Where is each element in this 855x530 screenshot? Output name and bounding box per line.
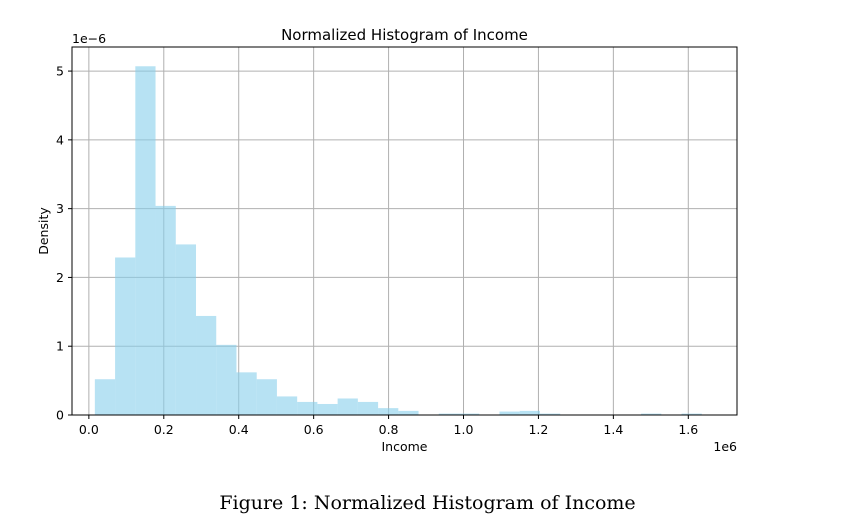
histogram-chart: 0.0 0.2 0.4 0.6 0.8 1.0 1.2 1.4 1.6 0 1 2 3 4 5 Normal… — [36, 26, 738, 454]
y-tick-label: 2 — [56, 270, 64, 285]
histogram-bars — [94, 66, 702, 415]
figure-caption: Figure 1: Normalized Histogram of Income — [219, 492, 636, 514]
plot-frame — [71, 46, 738, 416]
y-tick-label: 3 — [56, 201, 64, 216]
x-tick-label: 0.0 — [79, 422, 99, 437]
x-tick-label: 0.4 — [229, 422, 249, 437]
histogram-bar — [539, 413, 561, 415]
x-tick-label: 0.6 — [304, 422, 324, 437]
histogram-bar — [499, 411, 520, 415]
x-tick-label: 0.8 — [379, 422, 399, 437]
histogram-bar — [135, 66, 156, 415]
histogram-bar — [297, 401, 318, 415]
axis-ticks: 0.0 0.2 0.4 0.6 0.8 1.0 1.2 1.4 1.6 0 1 2 3 4 5 — [56, 64, 698, 437]
y-axis-offset-label: 1e−6 — [72, 31, 106, 46]
histogram-bar — [317, 403, 338, 415]
histogram-bar — [175, 244, 197, 415]
y-tick-label: 5 — [56, 64, 64, 79]
x-tick-label: 0.2 — [154, 422, 174, 437]
histogram-bar — [357, 401, 379, 415]
histogram-bar — [276, 396, 298, 415]
histogram-bar — [641, 413, 662, 415]
histogram-bar — [216, 344, 237, 415]
histogram-bar — [438, 413, 460, 415]
x-axis-label: Income — [382, 439, 428, 454]
histogram-bar — [519, 410, 540, 415]
x-tick-label: 1.2 — [528, 422, 548, 437]
x-tick-label: 1.6 — [678, 422, 698, 437]
histogram-bar — [236, 372, 257, 415]
histogram-bar — [94, 379, 116, 415]
histogram-bar — [256, 379, 277, 415]
histogram-bar — [337, 398, 358, 415]
y-tick-label: 0 — [56, 408, 64, 423]
x-tick-label: 1.4 — [603, 422, 623, 437]
histogram-bar — [378, 408, 399, 415]
y-tick-label: 1 — [56, 339, 64, 354]
y-axis-label: Density — [36, 207, 51, 255]
histogram-bar — [459, 413, 480, 415]
x-tick-label: 1.0 — [454, 422, 474, 437]
histogram-bar — [196, 315, 217, 415]
histogram-bar — [115, 257, 136, 415]
histogram-bar — [681, 413, 702, 415]
x-axis-offset-label: 1e6 — [713, 439, 737, 454]
histogram-bar — [398, 410, 419, 415]
chart-title: Normalized Histogram of Income — [281, 26, 528, 44]
histogram-bar — [155, 205, 176, 415]
y-tick-label: 4 — [56, 132, 64, 147]
